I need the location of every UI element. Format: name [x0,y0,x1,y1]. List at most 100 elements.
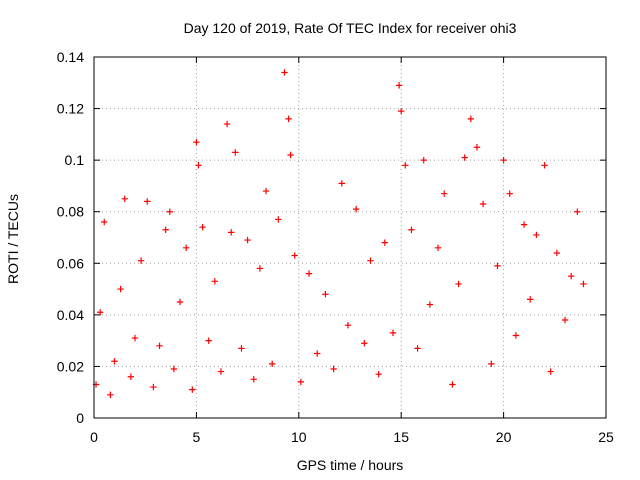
data-point [352,205,360,213]
data-point [381,239,389,246]
x-tick-label: 15 [393,429,409,445]
data-point [256,265,264,272]
data-point [195,162,202,169]
data-point [111,358,118,365]
data-point [434,244,442,252]
chart-title: Day 120 of 2019, Rate Of TEC Index for r… [184,20,517,36]
data-points [92,69,587,398]
data-point [494,262,501,270]
data-point [395,82,403,89]
data-point [414,345,421,352]
data-point [217,368,225,375]
data-point [553,249,561,257]
data-point [314,350,321,357]
data-point [488,360,495,368]
data-point [375,370,382,378]
data-point [281,69,288,76]
data-point [297,378,305,386]
data-point [500,156,507,164]
data-point [150,383,157,391]
data-point [250,376,257,383]
data-point [96,309,104,316]
data-point [408,226,415,233]
x-tick-label: 5 [193,429,201,445]
data-point [117,285,124,293]
y-tick-label: 0.14 [57,49,84,65]
data-point [305,270,313,277]
data-point [367,257,374,264]
data-point [162,226,169,233]
y-tick-label: 0.08 [57,204,84,220]
data-point [389,329,397,337]
data-point [547,368,554,375]
data-point [262,187,270,195]
data-point [567,272,575,280]
data-point [402,162,409,169]
data-point [361,340,368,347]
data-point [398,107,405,115]
data-point [426,301,434,308]
data-point [344,321,352,329]
data-point [275,216,282,223]
data-point [338,180,346,187]
data-point [131,334,139,342]
data-point [107,391,114,398]
data-point [193,138,200,146]
x-tick-label: 20 [496,429,512,445]
data-point [467,115,475,123]
data-point [182,244,190,252]
data-point [238,345,245,352]
y-tick-label: 0.12 [57,101,84,117]
data-point [166,208,173,215]
data-point [285,115,292,123]
data-point [127,373,135,380]
data-point [121,195,128,203]
data-point [473,144,481,151]
data-point [420,156,427,164]
data-point [574,208,581,215]
y-tick-label: 0.06 [57,255,84,271]
data-point [479,200,487,208]
data-point [322,291,329,298]
data-point [232,149,239,156]
data-point [156,342,163,349]
data-point [291,252,298,259]
data-point [580,280,587,288]
data-point [449,381,456,388]
x-tick-label: 0 [90,429,98,445]
data-point [461,154,468,161]
data-point [176,298,184,306]
data-point [211,278,219,285]
plot-frame [93,56,607,419]
data-point [455,280,462,288]
data-point [441,190,448,197]
data-point [137,257,145,264]
data-point [527,296,534,303]
data-point [520,221,528,228]
x-axis-label: GPS time / hours [297,457,404,473]
data-point [205,337,212,344]
y-tick-label: 0.02 [57,358,84,374]
x-tick-label: 25 [598,429,614,445]
data-point [223,120,231,128]
data-point [512,332,520,339]
data-point [533,231,540,239]
y-tick-label: 0.04 [57,307,84,323]
data-point [506,190,513,197]
data-point [287,151,294,159]
data-point [541,162,548,169]
y-tick-label: 0.1 [65,152,85,168]
y-tick-label: 0 [76,410,84,426]
data-point [561,316,569,324]
x-tick-label: 10 [291,429,307,445]
data-point [199,223,206,231]
data-point [144,198,151,205]
data-point [268,360,276,368]
data-point [101,218,108,226]
grid [94,57,606,418]
data-point [228,229,235,236]
axis-ticks: 0 0.02 0.04 0.06 0.08 0.1 0.12 0.14 0 5 10 15 20 25 [57,49,614,445]
data-point [244,236,251,244]
